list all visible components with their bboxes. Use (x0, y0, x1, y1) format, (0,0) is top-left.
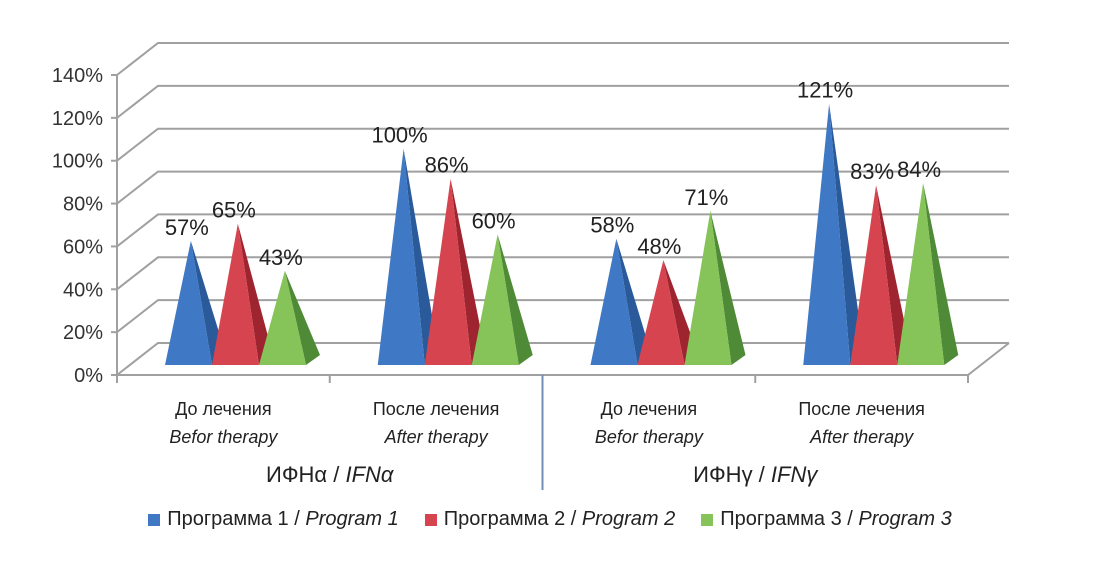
category-label-en: After therapy (384, 427, 489, 447)
y-tick-label: 60% (63, 236, 103, 258)
data-label: 86% (425, 153, 469, 178)
pyramid-front-face (259, 270, 306, 365)
pyramid-side-face (497, 234, 533, 365)
pyramid-front-face (424, 178, 472, 365)
pyramid-2 (850, 185, 912, 365)
data-label: 58% (590, 213, 634, 238)
data-label: 48% (637, 234, 681, 259)
pyramid-3 (897, 183, 959, 365)
pyramid-side-face (403, 148, 439, 365)
pyramid-1 (377, 148, 439, 365)
category-label-ru: После лечения (373, 399, 500, 419)
pyramid-front-face (850, 185, 898, 365)
y-tick-label: 80% (63, 194, 103, 216)
data-label: 71% (684, 185, 728, 210)
gridline (116, 42, 1009, 76)
legend: Программа 1 / Program 1 Программа 2 / Pro… (0, 508, 1100, 531)
gridline (116, 84, 1009, 119)
pyramid-chart: 0% 20% 40% 60% 80% 100% 120% 140% 57%65%43% 100%… (52, 42, 1010, 490)
pyramid-side-face (710, 210, 746, 365)
gridline (116, 213, 1009, 248)
pyramid-side-face (829, 103, 865, 365)
category-labels: До лечения Befor therapy После лечения Afte… (169, 399, 925, 487)
category-label-en: Befor therapy (595, 427, 704, 447)
y-tick-label: 40% (63, 279, 103, 301)
group-label: ИФНγ / IFNγ (693, 462, 819, 487)
y-tick-label: 0% (74, 365, 103, 387)
data-labels: 57%65%43% 100% 86% 60% 58%48%71% 121% 83% 84% (165, 78, 941, 270)
pyramid-3 (259, 270, 320, 365)
pyramid-side-face (923, 183, 959, 365)
pyramid-side-face (190, 240, 226, 365)
y-tick-labels: 0% 20% 40% 60% 80% 100% 120% 140% (52, 65, 103, 387)
y-tick-label: 120% (52, 108, 103, 130)
group-label: ИФНα / IFNα (266, 462, 395, 487)
pyramid-1 (803, 103, 865, 365)
axes (111, 74, 1010, 490)
pyramid-side-face (450, 178, 486, 365)
data-label: 43% (259, 245, 303, 270)
pyramid-front-face (212, 223, 259, 365)
category-label-ru: До лечения (175, 399, 271, 419)
pyramid-front-face (637, 260, 685, 365)
legend-label: Программа 3 / Program 3 (720, 508, 952, 530)
data-label: 83% (850, 159, 894, 184)
pyramid-2 (212, 223, 273, 365)
data-label: 100% (371, 123, 427, 148)
legend-swatch (148, 513, 161, 526)
pyramid-side-face (616, 238, 652, 365)
legend-label: Программа 1 / Program 1 (167, 508, 399, 530)
legend-item-program-1: Программа 1 / Program 1 (148, 508, 399, 531)
pyramid-side-face (237, 223, 273, 365)
pyramid-1 (165, 240, 226, 365)
gridline (116, 256, 1009, 291)
pyramid-front-face (803, 103, 851, 365)
data-label: 121% (797, 78, 853, 103)
legend-swatch (701, 513, 714, 526)
legend-swatch (424, 513, 437, 526)
pyramid-3 (684, 210, 746, 365)
legend-label: Программа 2 / Program 2 (443, 508, 676, 530)
data-label: 84% (897, 157, 941, 182)
data-label: 60% (472, 208, 516, 233)
pyramid-2 (424, 178, 486, 365)
data-label: 57% (165, 215, 209, 240)
gridline (116, 127, 1009, 162)
legend-item-program-2: Программа 2 / Program 2 (424, 508, 676, 531)
category-label-en: After therapy (809, 427, 914, 447)
category-label-en: Befor therapy (169, 427, 278, 447)
pyramid-1 (590, 238, 652, 365)
pyramid-side-face (876, 185, 912, 365)
pyramid-front-face (590, 238, 638, 365)
category-label-ru: До лечения (601, 399, 697, 419)
gridlines (116, 42, 1009, 376)
legend-item-program-3: Программа 3 / Program 3 (701, 508, 952, 531)
gridline (116, 170, 1009, 205)
pyramid-side-face (284, 270, 320, 365)
pyramid-3 (471, 234, 533, 365)
y-tick-label: 100% (52, 151, 103, 173)
category-label-ru: После лечения (798, 399, 925, 419)
pyramid-front-face (165, 240, 212, 365)
y-tick-label: 140% (52, 65, 103, 87)
y-tick-label: 20% (63, 322, 103, 344)
pyramid-marks (165, 103, 959, 365)
pyramid-front-face (377, 148, 425, 365)
pyramid-front-face (684, 210, 732, 365)
pyramid-front-face (897, 183, 945, 365)
pyramid-front-face (471, 234, 519, 365)
data-label: 65% (212, 198, 256, 223)
